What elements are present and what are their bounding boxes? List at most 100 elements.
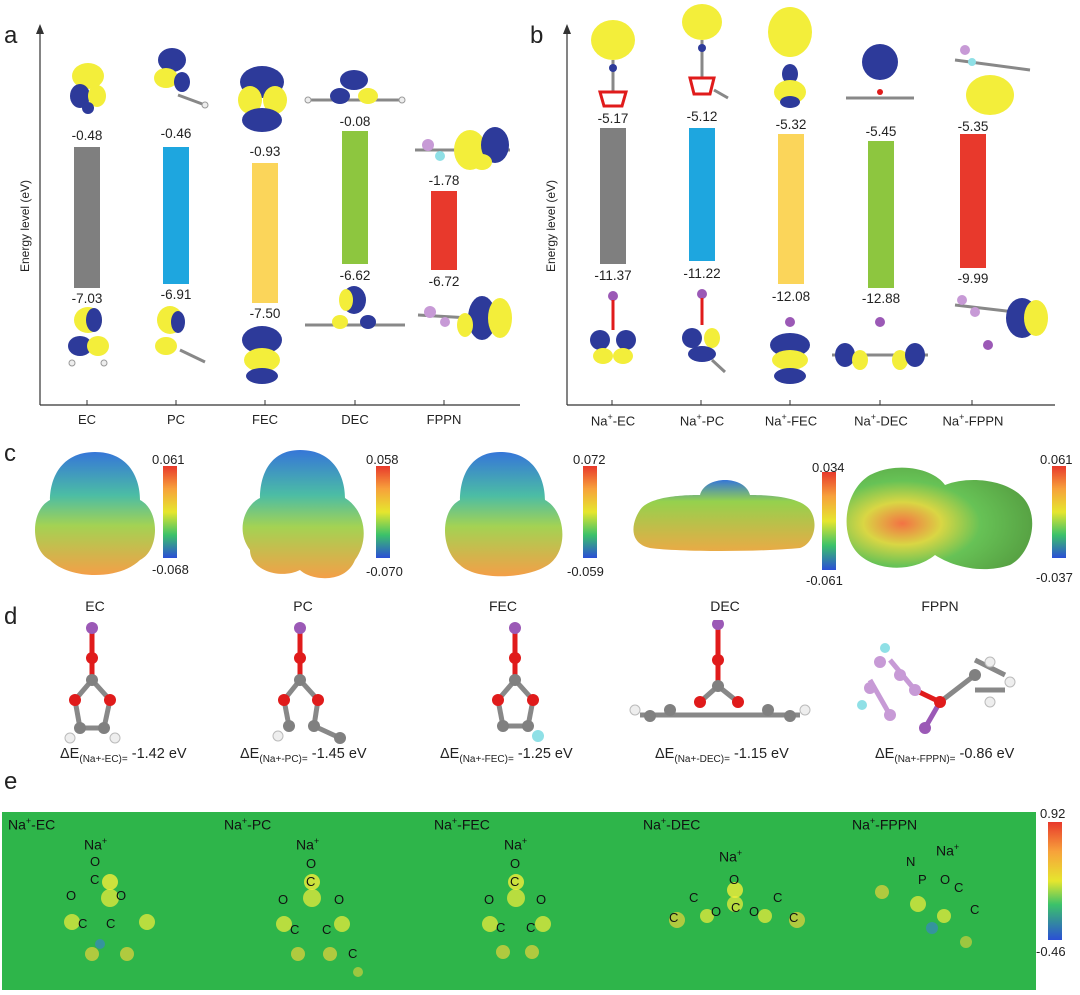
orbital-na-fec-lumo [768,7,812,108]
panel-a-xlabel-pc: PC [166,412,186,427]
panel-c-dec-min: -0.061 [806,573,843,588]
orbital-na-pc-lumo [682,4,729,100]
map-na-ec-atom-o3: O [116,888,127,903]
map-na-ec-atom-o1: O [90,854,101,869]
panel-d-dE-fec: ΔE(Na+-FEC)= -1.25 eV [440,746,573,765]
map-na-dec-atom-c1: C [689,890,699,905]
panel-c-ec-min: -0.068 [152,562,189,577]
orbital-fec-homo [242,326,282,384]
panel-a-lumo-dec: -0.08 [339,114,371,129]
map-na-fec-atom-o1: O [510,856,521,871]
map-na-pc-glow [276,874,363,977]
orbital-na-ec-homo [590,291,636,364]
panel-a-lumo-pc: -0.46 [160,126,192,141]
map-na-fppn-na-label: Na+ [936,842,960,859]
map-na-pc-atom-o3: O [334,892,345,907]
panel-a-axes [36,24,520,406]
panel-b-homo-pc: -11.22 [683,266,721,281]
panel-d-ball-stick-models [64,620,1016,744]
model-na-dec [629,620,811,722]
orbital-pc-lumo [154,48,209,109]
panel-a-lumo-fppn: -1.78 [428,173,460,188]
map-na-pc-atom-c4: C [348,946,358,961]
panel-a-bar-ec [74,147,100,288]
model-na-fec [492,622,544,742]
panel-c-pc-min: -0.070 [366,564,403,579]
panel-a-xlabel-fec: FEC [252,412,278,427]
orbital-ec-homo [68,307,109,367]
panel-b-lumo-fppn: -5.35 [957,119,989,134]
map-na-dec-title: Na+-DEC [643,816,701,833]
map-na-fppn-atom-o: O [940,872,951,887]
panel-c-fppn-min: -0.037 [1036,570,1073,585]
panel-a-xlabel-ec: EC [77,412,97,427]
orbital-fppn-homo [417,296,512,340]
panel-b-bar-ec [600,128,626,264]
panel-a-homo-ec: -7.03 [71,291,103,306]
map-na-fec-na-label: Na+ [504,836,528,853]
map-na-fec-atom-c3: C [526,920,536,935]
panel-b-bar-fec [778,134,804,284]
panel-c-letter: c [4,440,16,467]
orbital-na-pc-homo [682,289,727,374]
panel-e-map-na-dec: Na+-DEC Na+ O C C O C O C C [637,812,853,990]
map-na-ec-na-label: Na+ [84,836,108,853]
map-na-ec-glow [64,874,155,961]
orbital-fec-lumo [238,66,287,132]
map-na-fec-title: Na+-FEC [434,816,490,833]
panel-a-lumo-fec: -0.93 [249,144,281,159]
orbital-na-fec-homo [770,317,810,384]
panel-c-name-fppn: FPPN [921,598,959,614]
panel-b-bar-pc [689,128,715,261]
panel-e-map-na-pc: Na+-PC Na+ O C O O C C C [218,812,434,990]
panel-a-xlabel-fppn: FPPN [426,412,462,427]
panel-c-name-dec: DEC [710,598,740,614]
panel-a-letter: a [4,22,18,49]
panel-a-homo-pc: -6.91 [160,287,192,302]
map-na-pc-title: Na+-PC [224,816,272,833]
panel-b-xlabel-na-pc: Na+-PC [679,412,725,429]
model-na-pc [272,622,346,744]
panel-b-lumo-ec: -5.17 [597,111,629,126]
map-na-fppn-atom-p: P [918,872,927,887]
map-na-ec-atom-c2: C [78,916,88,931]
panel-b-lumo-fec: -5.32 [775,117,807,132]
map-na-fppn-atom-n: N [906,854,916,869]
map-na-pc-na-label: Na+ [296,836,320,853]
panel-c-name-fec: FEC [489,598,517,614]
orbital-na-fppn-lumo [954,45,1031,115]
map-na-dec-atom-c4: C [773,890,783,905]
panel-b-letter: b [530,22,544,49]
panel-c-dec-max: 0.034 [812,460,845,475]
orbital-na-fppn-homo [954,295,1048,350]
panel-a-homo-fppn: -6.72 [428,274,460,289]
panel-e-colorbar-max: 0.92 [1040,806,1066,821]
panel-b-lumo-pc: -5.12 [686,109,718,124]
panel-c-fppn-max: 0.061 [1040,452,1073,467]
panel-e-colorbar-min: -0.46 [1036,944,1066,959]
panel-a-bar-fec [252,163,278,303]
panel-d-dE-ec: ΔE(Na+-EC)= -1.42 eV [60,746,187,765]
map-na-fec-atom-o3: O [536,892,547,907]
map-na-dec-atom-o2: O [711,904,722,919]
panel-c-name-ec: EC [85,598,105,614]
panel-c-fec-max: 0.072 [573,452,606,467]
panel-d-dE-dec: ΔE(Na+-DEC)= -1.15 eV [655,746,789,765]
map-na-fppn-atom-c2: C [970,902,980,917]
panel-b-homo-dec: -12.88 [861,291,901,306]
panel-e-map-na-ec: Na+-EC Na+ O C O O C C [2,812,218,990]
panel-b-xlabel-na-fppn: Na+-FPPN [942,412,1004,429]
panel-a-bar-fppn [431,191,457,270]
panel-a-bar-dec [342,131,368,264]
panel-b-orbital-images [590,4,1048,384]
map-na-fec-atom-o2: O [484,892,495,907]
panel-b-axes [563,24,1055,406]
panel-b-lumo-dec: -5.45 [865,124,897,139]
map-na-dec-atom-o3: O [749,904,760,919]
orbital-na-dec-homo [832,317,928,370]
orbital-dec-lumo [304,70,406,104]
model-na-fppn [857,643,1016,734]
map-na-fppn-glow [875,885,972,948]
panel-a-orbital-images [68,48,512,384]
panel-e-map-na-fec: Na+-FEC Na+ O C O O C C [428,812,644,990]
